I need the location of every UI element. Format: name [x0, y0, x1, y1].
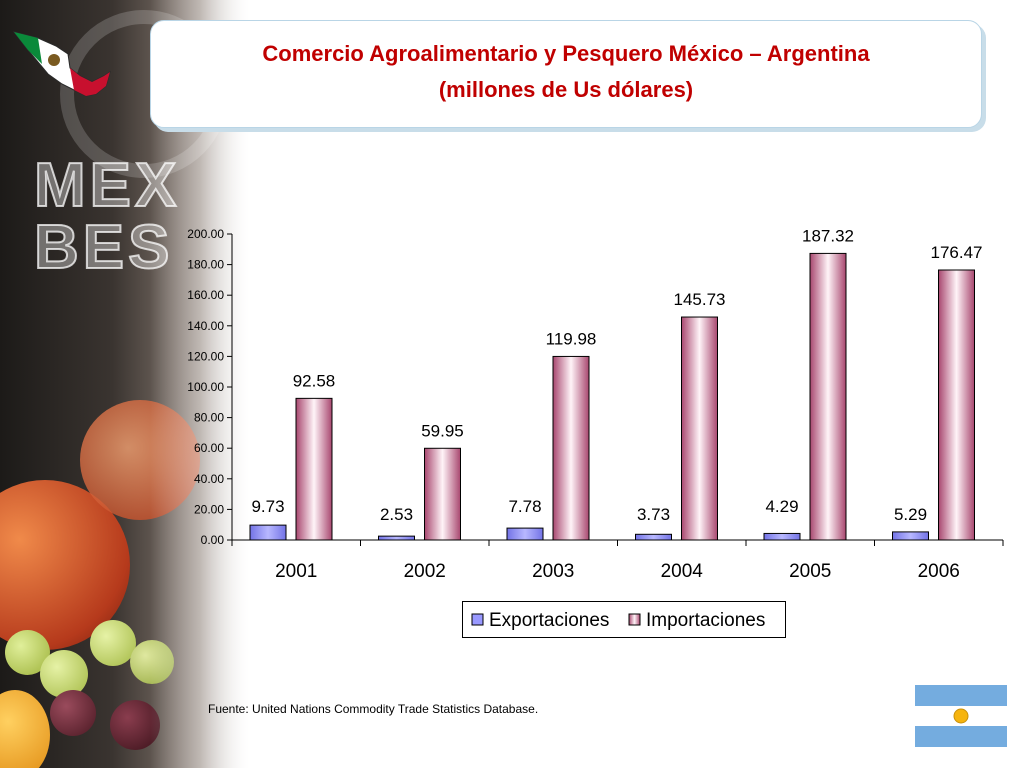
legend-label-exportaciones: Exportaciones — [489, 610, 610, 631]
bar-exportaciones — [506, 527, 544, 541]
y-tick-label: 100.00 — [187, 380, 224, 394]
legend-swatch-exportaciones — [471, 613, 484, 626]
data-label-importaciones: 119.98 — [546, 329, 597, 348]
chart-data-labels: 9.73 2.53 7.78 3.73 4.29 5.29 92.58 59.95 119.98… — [251, 226, 982, 524]
x-tick-label: 2005 — [789, 561, 831, 582]
bar-exportaciones — [892, 531, 929, 541]
y-tick-label: 160.00 — [187, 288, 224, 302]
x-tick-label: 2004 — [661, 561, 704, 582]
x-tick-label: 2001 — [275, 561, 317, 582]
chart-legend: Exportaciones Importaciones — [462, 601, 786, 638]
legend-label-importaciones: Importaciones — [646, 610, 766, 631]
data-label-exportaciones: 3.73 — [637, 505, 670, 524]
decorative-background-panel: MEX BES — [0, 0, 250, 768]
chart-svg: 0.00 20.00 40.00 60.00 80.00 100.00 120.00 140.… — [187, 226, 1004, 582]
y-tick-label: 180.00 — [187, 258, 224, 272]
bar-exportaciones — [249, 524, 287, 541]
data-label-exportaciones: 9.73 — [251, 497, 284, 516]
bar-chart: 0.00 20.00 40.00 60.00 80.00 100.00 120.00 140.… — [170, 218, 1010, 653]
y-tick-label: 60.00 — [194, 441, 224, 455]
bar-importaciones — [424, 447, 461, 541]
data-label-importaciones: 59.95 — [421, 421, 464, 440]
data-label-exportaciones: 7.78 — [508, 497, 541, 516]
bar-importaciones — [809, 252, 847, 541]
chart-bars — [249, 252, 975, 541]
y-tick-label: 80.00 — [194, 411, 224, 425]
legend-swatches — [471, 613, 641, 626]
page-subtitle: (millones de Us dólares) — [438, 77, 694, 102]
y-tick-label: 200.00 — [187, 227, 224, 241]
data-label-exportaciones: 4.29 — [765, 497, 798, 516]
grape-image — [40, 650, 88, 698]
x-tick-label: 2003 — [532, 561, 574, 582]
chart-axes: 0.00 20.00 40.00 60.00 80.00 100.00 120.00 140.… — [187, 227, 1004, 582]
mexico-map-icon — [12, 31, 111, 97]
bar-exportaciones — [763, 532, 801, 541]
x-tick-label: 2006 — [918, 561, 960, 582]
data-label-importaciones: 187.32 — [802, 226, 854, 245]
legend-swatch-importaciones — [628, 613, 641, 626]
bar-importaciones — [552, 355, 590, 541]
title-box: Comercio Agroalimentario y Pesquero Méxi… — [150, 20, 982, 128]
grape-image — [50, 690, 96, 736]
data-label-exportaciones: 2.53 — [380, 505, 413, 524]
x-tick-label: 2002 — [404, 561, 446, 582]
logo-text-line2: BES — [33, 212, 174, 283]
data-label-exportaciones: 5.29 — [894, 505, 927, 524]
y-tick-label: 40.00 — [194, 472, 224, 486]
argentina-flag-icon — [915, 685, 1007, 747]
bar-exportaciones — [378, 535, 415, 541]
grape-image — [90, 620, 136, 666]
page-title: Comercio Agroalimentario y Pesquero Méxi… — [262, 41, 870, 66]
source-note: Fuente: United Nations Commodity Trade S… — [208, 702, 539, 716]
data-label-importaciones: 92.58 — [293, 371, 336, 390]
orange-image — [0, 690, 50, 768]
y-tick-label: 0.00 — [201, 533, 225, 547]
y-tick-label: 20.00 — [194, 502, 224, 516]
y-tick-label: 120.00 — [187, 349, 224, 363]
data-label-importaciones: 176.47 — [931, 243, 983, 262]
y-tick-label: 140.00 — [187, 319, 224, 333]
bar-exportaciones — [635, 533, 672, 541]
background-fade — [150, 0, 250, 768]
data-label-importaciones: 145.73 — [674, 290, 726, 309]
bar-importaciones — [938, 269, 975, 541]
bar-importaciones — [295, 397, 333, 541]
bar-importaciones — [681, 316, 718, 541]
